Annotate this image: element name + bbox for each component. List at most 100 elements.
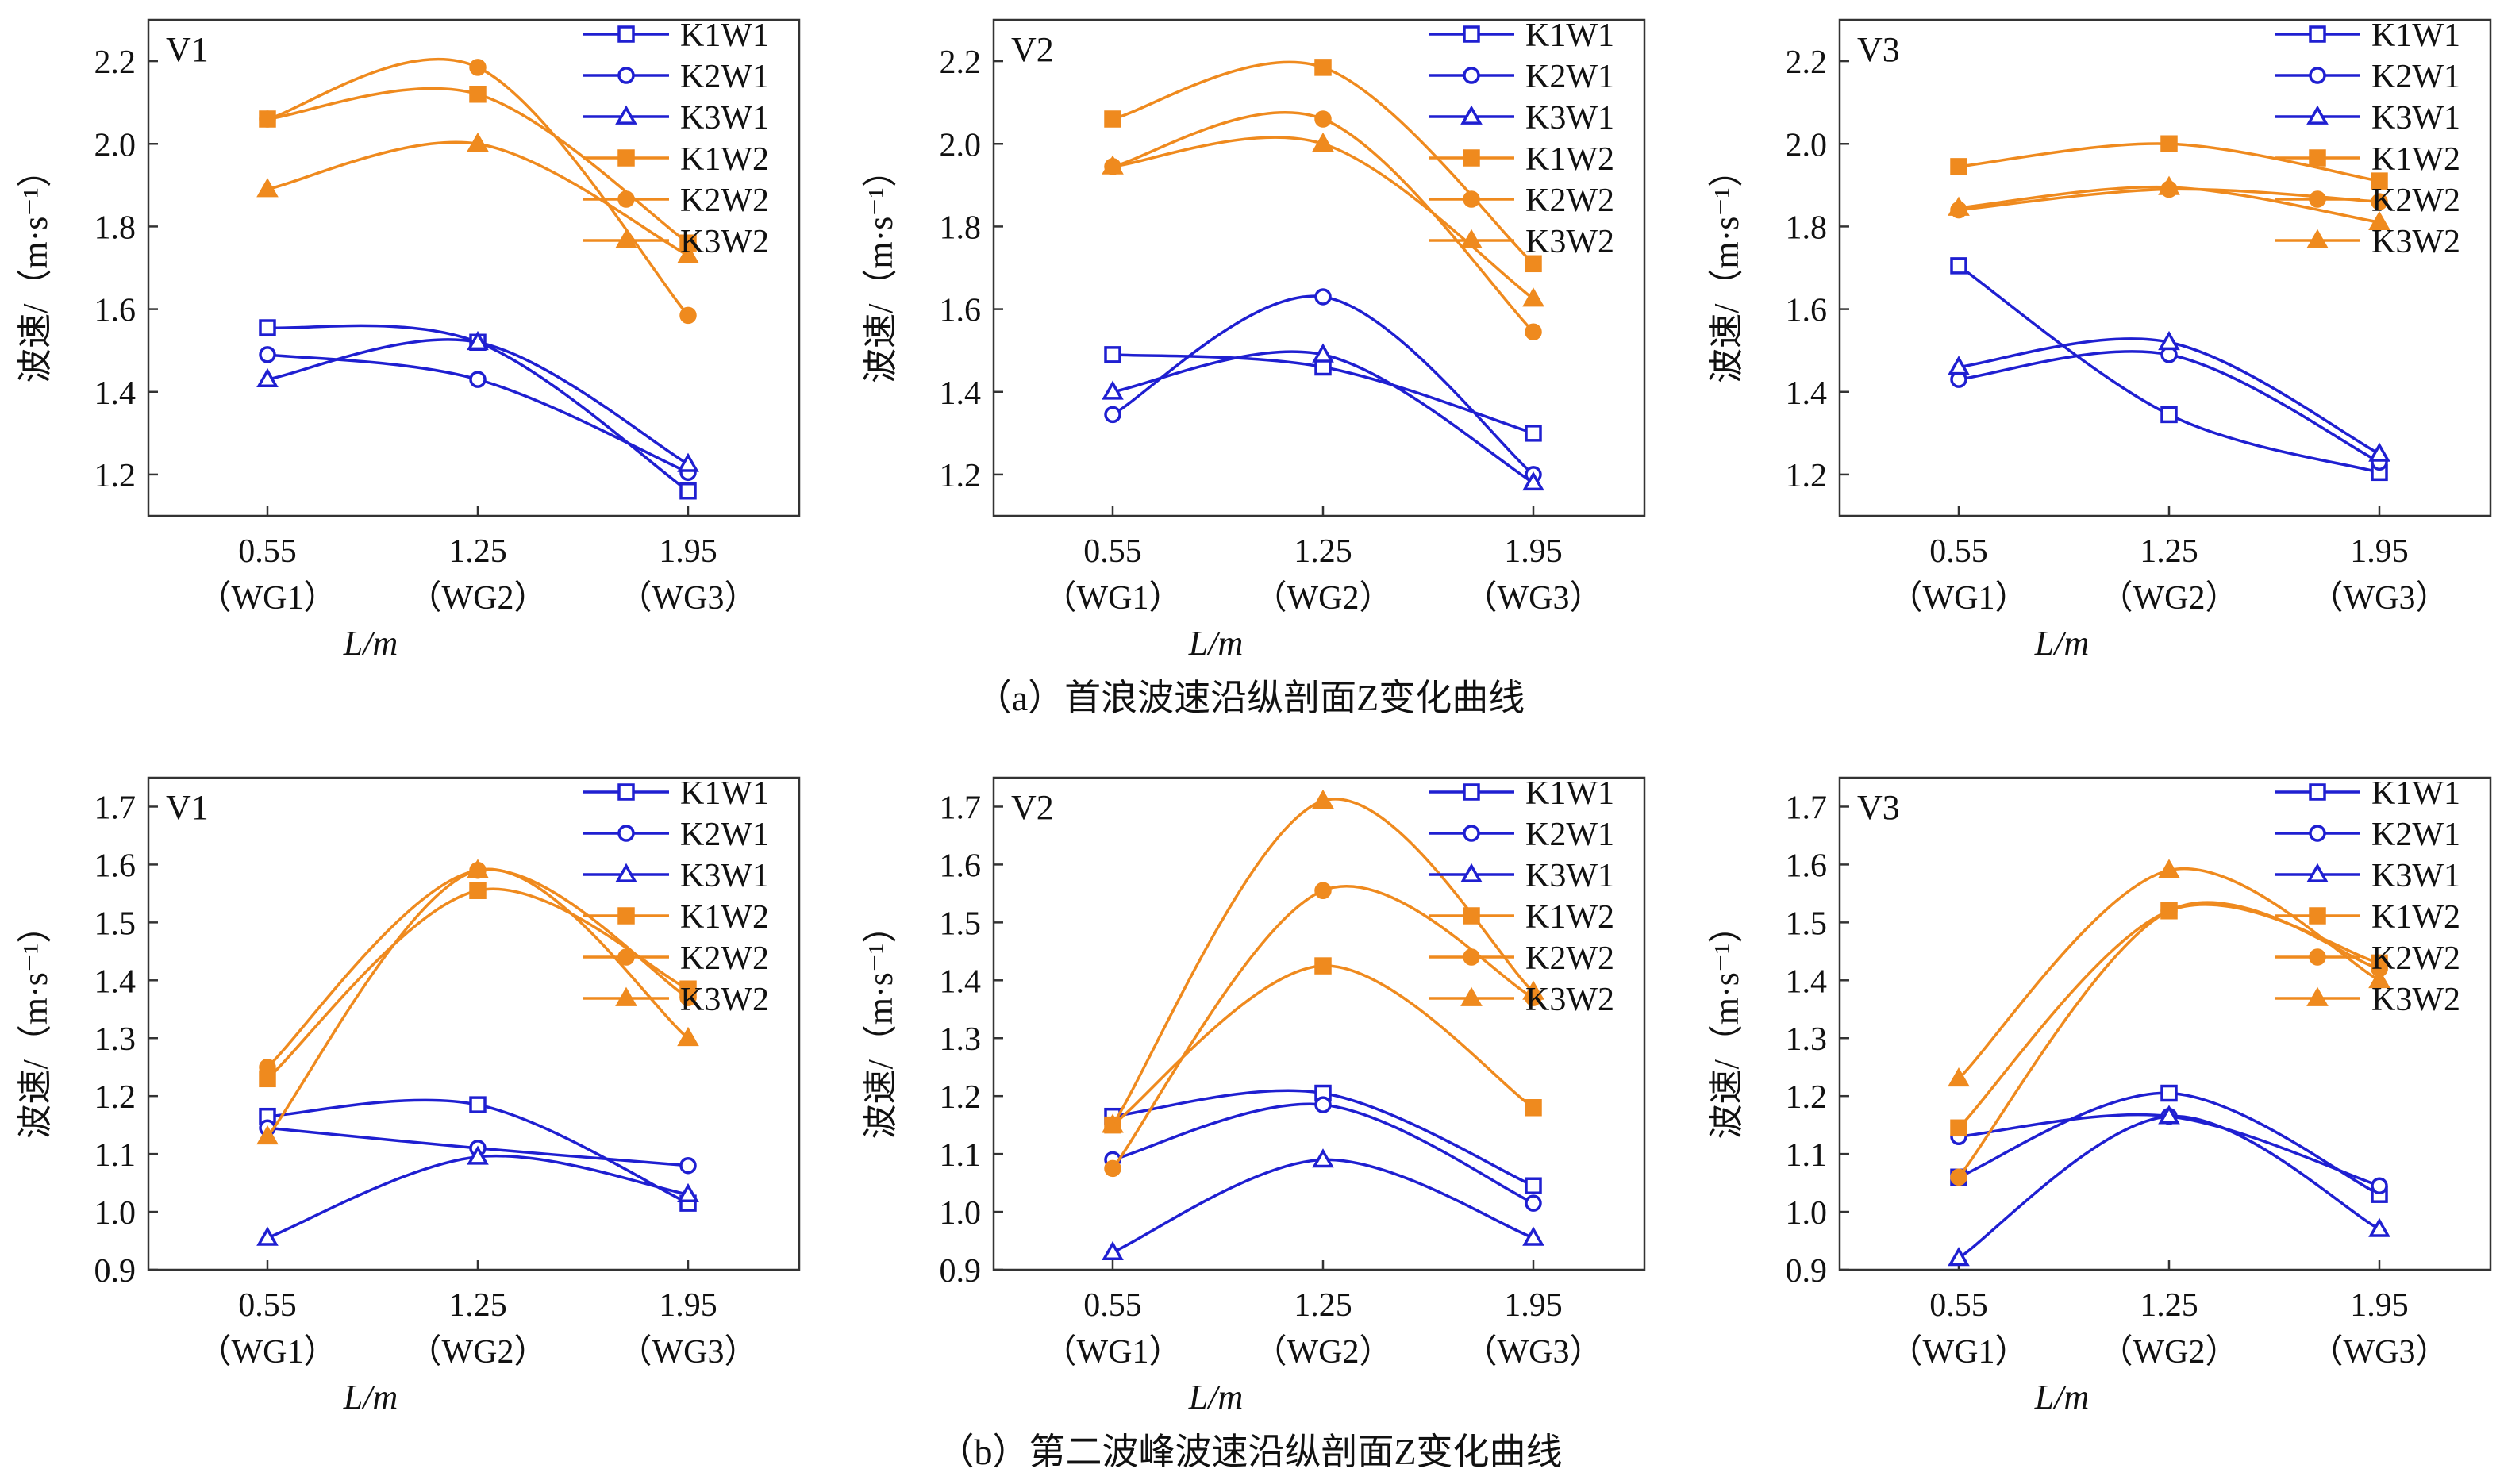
series-line — [1957, 901, 2380, 1178]
data-point — [2371, 193, 2388, 210]
y-tick-label: 1.6 — [940, 848, 982, 884]
y-axis-label: 波速/（m·s⁻¹） — [1707, 909, 1746, 1140]
data-point — [1522, 287, 1544, 307]
y-tick-label: 1.1 — [94, 1137, 137, 1174]
series-k2w2 — [259, 57, 697, 325]
series-k3w2 — [256, 132, 699, 263]
legend-label: K3W2 — [2371, 224, 2460, 260]
y-tick-label: 1.8 — [1786, 210, 1828, 246]
data-point — [1314, 59, 1332, 76]
data-point — [1522, 471, 1544, 491]
x-tick-sublabel: （WG3） — [619, 580, 758, 617]
x-axis-label: L/m — [1188, 624, 1243, 663]
data-point — [1102, 380, 1124, 400]
legend-label: K1W2 — [2371, 899, 2460, 936]
x-tick-sublabel: （WG2） — [2100, 580, 2239, 617]
legend-marker — [615, 229, 637, 248]
x-tick-sublabel: （WG1） — [1890, 1334, 2029, 1371]
legend-label: K2W2 — [1525, 183, 1614, 219]
legend-label: K2W2 — [680, 940, 769, 977]
data-point — [256, 1125, 279, 1145]
x-tick-sublabel: （WG3） — [2310, 580, 2449, 617]
series-k3w1 — [1948, 1105, 2390, 1267]
panel-label: V3 — [1857, 788, 1900, 827]
legend-marker — [617, 149, 635, 167]
series-k3w1 — [256, 1145, 699, 1246]
series-line — [1957, 264, 2380, 475]
y-tick-label: 1.7 — [1786, 790, 1828, 826]
legend: K1W1 K2W1 K3W1 K1W2 K2W2 K3W2 — [1429, 775, 1614, 1018]
x-tick-label: 0.55 — [1083, 533, 1142, 570]
y-tick-label: 1.3 — [1786, 1021, 1828, 1058]
data-point — [677, 1026, 699, 1047]
x-tick-label: 0.55 — [1929, 533, 1988, 570]
data-point — [679, 482, 697, 500]
legend-label: K1W1 — [2371, 17, 2460, 54]
plot-frame — [147, 776, 801, 1271]
x-axis-label: L/m — [343, 1378, 398, 1417]
x-tick-sublabel: （WG1） — [1890, 580, 2029, 617]
data-point — [1312, 132, 1334, 152]
legend-label: K3W1 — [680, 858, 769, 894]
y-tick-label: 1.3 — [940, 1021, 982, 1058]
legend-marker — [617, 67, 635, 84]
data-point — [1104, 110, 1121, 128]
legend-label: K2W1 — [680, 59, 769, 95]
x-tick-label: 1.25 — [448, 1287, 507, 1324]
x-tick-label: 1.95 — [659, 533, 717, 570]
x-tick-label: 0.55 — [1083, 1287, 1142, 1324]
legend-label: K1W1 — [680, 17, 769, 54]
x-tick-sublabel: （WG3） — [2310, 1334, 2449, 1371]
data-point — [1525, 255, 1542, 273]
y-tick-label: 1.4 — [1786, 375, 1828, 412]
legend-label: K3W2 — [680, 224, 769, 260]
data-point — [1950, 1168, 1967, 1186]
x-axis-label: L/m — [1188, 1378, 1243, 1417]
x-tick-label: 1.25 — [1294, 533, 1352, 570]
legend-label: K3W1 — [2371, 100, 2460, 136]
y-tick-label: 2.0 — [940, 127, 982, 163]
legend-marker — [2309, 149, 2326, 167]
series-line — [1112, 294, 1535, 476]
data-point — [1104, 406, 1121, 424]
legend-label: K2W1 — [1525, 817, 1614, 853]
series-k1w2 — [1104, 59, 1542, 273]
x-tick-label: 0.55 — [238, 533, 297, 570]
data-point — [1525, 323, 1542, 340]
legend: K1W1 K2W1 K3W1 K1W2 K2W2 K3W2 — [583, 775, 769, 1018]
series-line — [1112, 1158, 1534, 1254]
caption-b: （b）第二波峰波速沿纵剖面Z变化曲线 — [937, 1432, 1562, 1472]
data-point — [1312, 789, 1334, 809]
legend-label: K2W1 — [1525, 59, 1614, 95]
y-tick-label: 2.0 — [1786, 127, 1828, 163]
legend-marker — [2309, 190, 2326, 208]
legend-marker — [2306, 986, 2329, 1006]
data-point — [1104, 1159, 1121, 1178]
panel-label: V3 — [1857, 30, 1900, 69]
y-tick-label: 0.9 — [94, 1253, 137, 1290]
y-tick-label: 1.5 — [940, 905, 982, 942]
x-tick-sublabel: （WG1） — [1044, 1334, 1183, 1371]
data-point — [1522, 980, 1544, 1000]
legend-marker — [2306, 105, 2329, 125]
series-k3w1 — [1102, 1148, 1544, 1260]
data-point — [1314, 882, 1332, 899]
y-tick-label: 1.4 — [940, 375, 982, 412]
y-axis-label: 波速/（m·s⁻¹） — [1707, 152, 1746, 383]
x-tick-sublabel: （WG1） — [198, 1334, 337, 1371]
y-tick-label: 1.4 — [94, 963, 137, 1000]
data-point — [1102, 1113, 1124, 1133]
panel-a-v1: 1.2 1.4 1.6 1.8 2.0 2.2 波速/（m·s⁻¹） 0.55 （WG1） 1.2… — [16, 17, 801, 663]
data-point — [469, 59, 487, 76]
y-axis-label: 波速/（m·s⁻¹） — [16, 152, 55, 383]
data-point — [2160, 1084, 2178, 1102]
plot-frame — [992, 776, 1646, 1271]
legend-marker — [2306, 229, 2329, 248]
series-k2w1 — [1104, 288, 1542, 483]
data-point — [259, 319, 276, 336]
legend-marker — [1463, 907, 1480, 925]
data-point — [256, 1226, 279, 1246]
legend-marker — [1460, 863, 1483, 882]
x-tick-label: 1.95 — [1504, 533, 1563, 570]
